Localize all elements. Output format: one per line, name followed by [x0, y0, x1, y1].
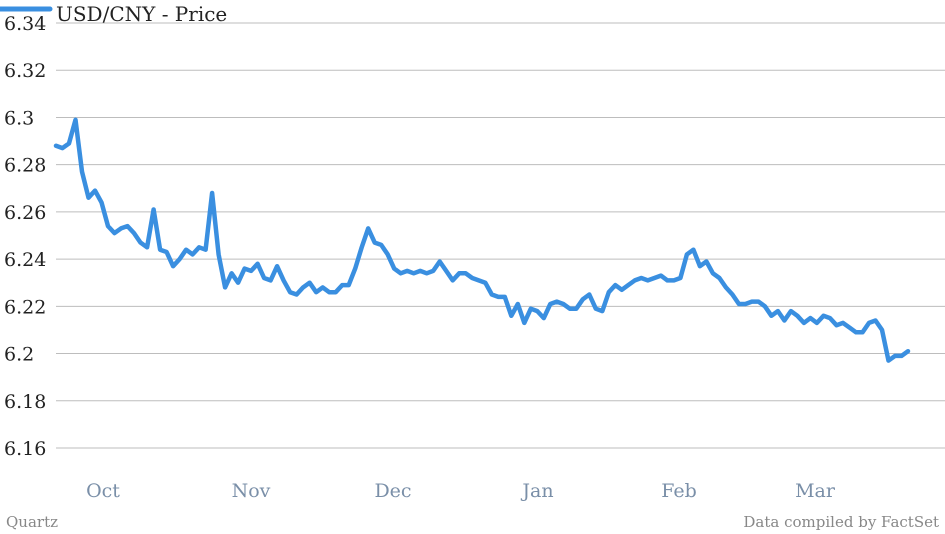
x-tick-label: Dec	[374, 480, 411, 502]
y-tick-label: 6.3	[4, 107, 34, 129]
x-tick-label: Oct	[86, 480, 120, 502]
x-tick-label: Jan	[520, 480, 553, 502]
series-line-usd-cny	[53, 117, 911, 363]
series-layer	[53, 117, 911, 363]
y-tick-label: 6.26	[4, 202, 46, 224]
y-axis-tick-labels: 6.34 6.32 6.3 6.28 6.26 6.24 6.22 6.2 6.18 6.16	[4, 13, 46, 460]
gridlines	[56, 22, 945, 449]
y-tick-label: 6.2	[4, 344, 34, 366]
y-tick-label: 6.18	[4, 391, 46, 413]
source-credit-factset: Data compiled by FactSet	[743, 513, 939, 531]
legend: USD/CNY - Price	[0, 2, 227, 26]
y-tick-label: 6.28	[4, 155, 46, 177]
y-tick-label: 6.32	[4, 60, 46, 82]
y-tick-label: 6.22	[4, 296, 46, 318]
legend-label: USD/CNY - Price	[56, 2, 227, 26]
x-axis-tick-labels: Oct Nov Dec Jan Feb Mar	[86, 480, 836, 502]
source-credit-quartz: Quartz	[6, 513, 59, 531]
x-tick-label: Mar	[795, 480, 836, 502]
x-tick-label: Nov	[232, 480, 271, 502]
x-tick-label: Feb	[661, 480, 697, 502]
y-tick-label: 6.16	[4, 438, 46, 460]
y-tick-label: 6.24	[4, 249, 46, 271]
y-tick-label: 6.34	[4, 13, 46, 35]
